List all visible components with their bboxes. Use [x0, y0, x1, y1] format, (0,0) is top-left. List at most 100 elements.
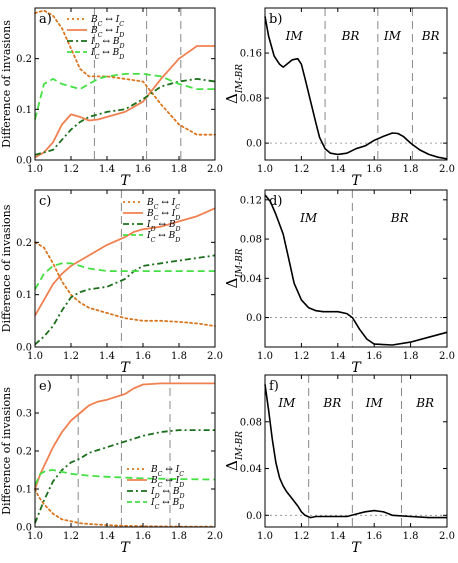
- legend-label: BC ↔ ID: [150, 476, 184, 489]
- y-tick-label: 0.3: [16, 409, 32, 420]
- x-tick-label: 1.6: [366, 531, 382, 542]
- plot-frame: [34, 189, 216, 348]
- x-tick-label: 1.0: [257, 531, 273, 542]
- y-axis-label: ΔIM-BR: [223, 248, 245, 288]
- plot-frame: [34, 7, 216, 161]
- y-tick-label: 0.2: [16, 447, 32, 458]
- series-line-delta: [264, 194, 448, 346]
- x-tick-label: 2.0: [439, 164, 455, 175]
- plot-frame: [264, 189, 448, 348]
- series-line-bc-id: [34, 207, 216, 317]
- legend-label: ID ↔ BD: [150, 487, 185, 500]
- y-tick-label: 0.0: [16, 156, 32, 167]
- legend-label: BC ↔ IC: [146, 198, 180, 211]
- y-tick-label: 0.0: [246, 511, 262, 522]
- panel-label: e): [39, 379, 52, 394]
- y-axis-label: Difference of invasions: [0, 204, 13, 332]
- regime-label: IM: [365, 396, 384, 410]
- x-tick-label: 1.6: [135, 164, 151, 175]
- x-tick-label: 1.0: [27, 164, 43, 175]
- x-tick-label: 2.0: [207, 164, 223, 175]
- y-tick-label: 0.04: [240, 464, 262, 475]
- y-tick-label: 0.1: [16, 290, 32, 301]
- series-line-ic-bd: [34, 262, 215, 290]
- panel-label: d): [269, 194, 282, 209]
- x-tick-label: 1.2: [63, 351, 79, 362]
- x-axis-label: T: [120, 173, 131, 189]
- x-tick-label: 1.6: [366, 164, 382, 175]
- regime-label: IM: [277, 396, 296, 410]
- y-tick-label: 0.1: [16, 105, 32, 116]
- legend-label: IC ↔ BD: [146, 231, 180, 244]
- x-tick-label: 1.8: [403, 531, 419, 542]
- regime-label: BR: [421, 29, 440, 43]
- y-tick-label: 0.0: [16, 523, 32, 534]
- y-axis-label: ΔIM-BR: [223, 64, 245, 104]
- series-line-id-bd: [34, 429, 215, 524]
- x-tick-label: 1.8: [403, 164, 419, 175]
- y-tick-label: 0.0: [246, 139, 262, 150]
- legend-label: ID ↔ BD: [90, 37, 125, 50]
- y-tick-label: 0.0: [246, 313, 262, 324]
- x-tick-label: 1.4: [330, 531, 346, 542]
- x-tick-label: 2.0: [439, 531, 455, 542]
- regime-label: BR: [390, 211, 409, 225]
- x-tick-label: 1.4: [99, 351, 115, 362]
- regime-label: BR: [322, 396, 341, 410]
- x-tick-label: 2.0: [207, 531, 223, 542]
- y-tick-label: 0.08: [240, 235, 262, 246]
- panel-e: 1.0 1.2 1.4 1.6 1.8 2.0 0.0 0.1 0.2 0.3 T Differenc…: [0, 374, 223, 556]
- series-line-id-bd: [34, 254, 216, 346]
- x-tick-label: 1.2: [293, 164, 309, 175]
- panel-label: a): [39, 12, 52, 27]
- x-tick-label: 1.6: [135, 531, 151, 542]
- legend-label: ID ↔ BD: [146, 220, 181, 233]
- series-line-bc-ic: [34, 241, 216, 328]
- x-tick-label: 1.2: [63, 164, 79, 175]
- x-tick-label: 1.4: [99, 531, 115, 542]
- y-tick-label: 0.2: [16, 54, 32, 65]
- x-tick-label: 1.4: [99, 164, 115, 175]
- legend-label: BC ↔ ID: [90, 26, 124, 39]
- x-axis-label: T: [351, 360, 362, 376]
- x-tick-label: 1.8: [171, 531, 187, 542]
- plot-frame: [264, 7, 448, 161]
- y-tick-label: 0.0: [16, 343, 32, 354]
- y-axis-label: Difference of invasions: [0, 387, 13, 515]
- x-tick-label: 1.0: [27, 351, 43, 362]
- x-tick-label: 1.0: [257, 351, 273, 362]
- x-tick-label: 1.2: [293, 531, 309, 542]
- series-line-ic-bd: [34, 73, 215, 120]
- regime-label: BR: [341, 29, 360, 43]
- x-tick-label: 1.0: [257, 164, 273, 175]
- y-axis-label: Difference of invasions: [0, 20, 13, 148]
- x-axis-label: T: [351, 540, 362, 556]
- legend-label: IC ↔ BD: [150, 498, 184, 511]
- panel-d: 1.0 1.2 1.4 1.6 1.8 2.0 0.0 0.04 0.08 0.12 T ΔIM-BR…: [223, 189, 455, 376]
- x-tick-label: 1.6: [135, 351, 151, 362]
- series-line-ic-bd: [34, 469, 216, 486]
- legend-label: BC ↔ IC: [150, 465, 184, 478]
- panel-label: f): [269, 379, 279, 394]
- x-tick-label: 1.4: [330, 164, 346, 175]
- x-tick-label: 1.8: [403, 351, 419, 362]
- x-tick-label: 1.8: [171, 164, 187, 175]
- y-tick-label: 0.2: [16, 238, 32, 249]
- x-axis-label: T: [120, 360, 131, 376]
- regime-label: IM: [299, 211, 318, 225]
- y-tick-label: 0.12: [240, 195, 262, 206]
- panel-b: 1.0 1.2 1.4 1.6 1.8 2.00.00.080.16TΔIM-BRb)IM…: [223, 7, 455, 189]
- panel-label: c): [39, 194, 51, 209]
- regime-label: BR: [415, 396, 434, 410]
- x-axis-label: T: [351, 173, 362, 189]
- panel-label: b): [269, 12, 282, 27]
- panel-a: 1.0 1.2 1.4 1.6 1.8 2.0 0.0 0.1 0.2 T Difference o…: [0, 7, 223, 189]
- x-tick-label: 1.2: [293, 351, 309, 362]
- legend-label: BC ↔ IC: [90, 15, 124, 28]
- regime-label: IM: [383, 29, 402, 43]
- regime-label: IM: [285, 29, 304, 43]
